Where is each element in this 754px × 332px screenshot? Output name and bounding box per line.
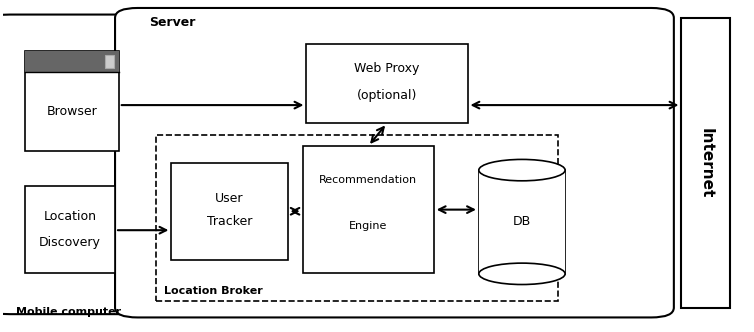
Text: Browser: Browser (47, 105, 97, 118)
Text: Location Broker: Location Broker (164, 286, 262, 296)
Bar (105, 55, 115, 68)
Bar (171, 163, 287, 260)
Bar (156, 135, 558, 301)
Text: Web Proxy: Web Proxy (354, 62, 420, 75)
Bar (25, 51, 119, 151)
Text: (optional): (optional) (357, 89, 417, 102)
Text: Internet: Internet (698, 127, 713, 198)
Bar (302, 146, 434, 273)
Bar (25, 186, 115, 273)
Bar (306, 44, 467, 123)
Text: Recommendation: Recommendation (319, 175, 417, 185)
Bar (682, 18, 730, 307)
Bar (25, 51, 119, 72)
Text: Tracker: Tracker (207, 215, 252, 228)
Bar (479, 170, 565, 274)
Text: Engine: Engine (349, 221, 388, 231)
Text: User: User (215, 192, 244, 205)
Text: DB: DB (513, 215, 531, 228)
Text: Server: Server (149, 16, 195, 29)
Ellipse shape (479, 263, 565, 285)
FancyBboxPatch shape (115, 8, 674, 317)
Ellipse shape (479, 159, 565, 181)
FancyBboxPatch shape (0, 15, 156, 314)
Text: Discovery: Discovery (39, 236, 101, 249)
Text: Mobile computer: Mobile computer (16, 307, 121, 317)
Text: Location: Location (44, 210, 97, 223)
